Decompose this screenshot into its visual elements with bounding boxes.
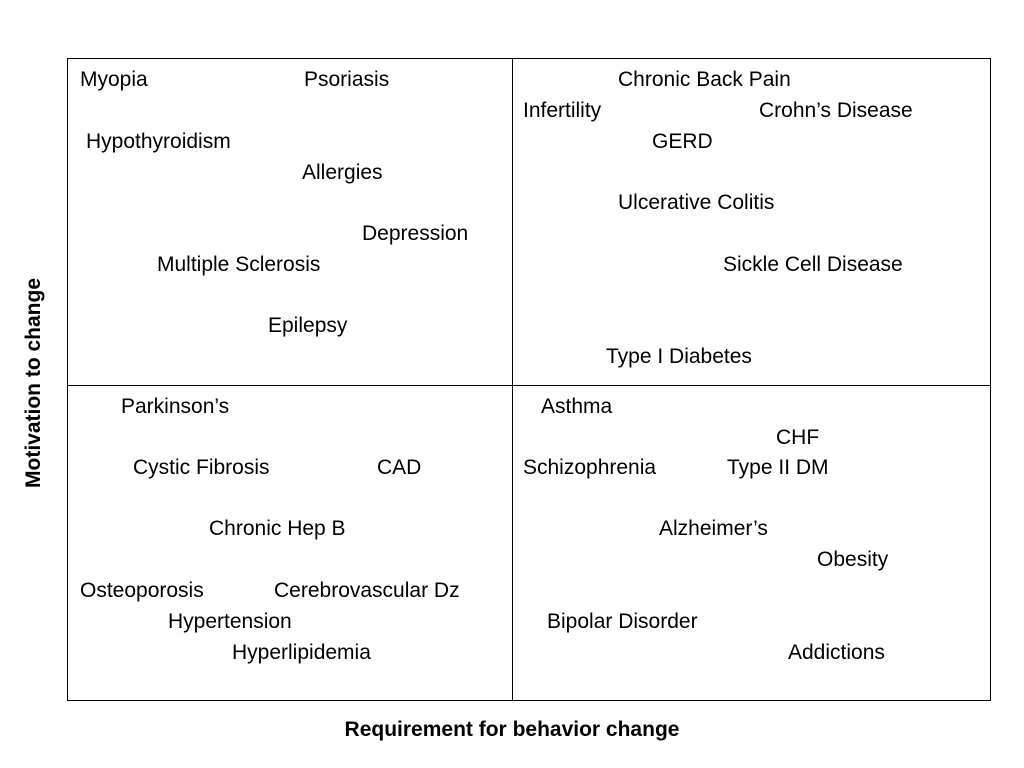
condition-label: Chronic Back Pain (618, 68, 791, 91)
condition-label: Epilepsy (268, 314, 348, 337)
condition-label: Allergies (302, 161, 383, 184)
condition-label: Asthma (541, 395, 613, 418)
condition-label: Addictions (788, 641, 885, 664)
quadrant-grid (67, 58, 991, 701)
condition-label: Cerebrovascular Dz (274, 579, 460, 602)
condition-label: Hypertension (168, 610, 292, 633)
condition-label: GERD (652, 130, 713, 153)
horizontal-divider (68, 385, 990, 386)
condition-label: Multiple Sclerosis (157, 253, 321, 276)
condition-label: Infertility (523, 99, 602, 122)
condition-label: Type II DM (727, 456, 829, 479)
condition-label: Psoriasis (304, 68, 390, 91)
condition-label: Bipolar Disorder (547, 610, 698, 633)
condition-label: Parkinson’s (121, 395, 230, 418)
condition-label: Hypothyroidism (86, 130, 231, 153)
x-axis-label: Requirement for behavior change (344, 718, 680, 741)
condition-label: Hyperlipidemia (232, 641, 371, 664)
y-axis-label: Motivation to change (22, 278, 45, 488)
condition-label: Obesity (817, 548, 889, 571)
condition-label: Depression (362, 222, 469, 245)
condition-label: Chronic Hep B (209, 517, 346, 540)
condition-label: CHF (776, 426, 820, 449)
condition-label: Osteoporosis (80, 579, 204, 602)
condition-label: Type I Diabetes (606, 345, 752, 368)
condition-label: Myopia (80, 68, 148, 91)
condition-label: Cystic Fibrosis (133, 456, 270, 479)
condition-label: Alzheimer’s (659, 517, 768, 540)
condition-label: Sickle Cell Disease (723, 253, 903, 276)
condition-label: CAD (377, 456, 422, 479)
condition-label: Ulcerative Colitis (618, 191, 775, 214)
vertical-divider (512, 59, 513, 700)
condition-label: Crohn’s Disease (759, 99, 913, 122)
condition-label: Schizophrenia (523, 456, 657, 479)
